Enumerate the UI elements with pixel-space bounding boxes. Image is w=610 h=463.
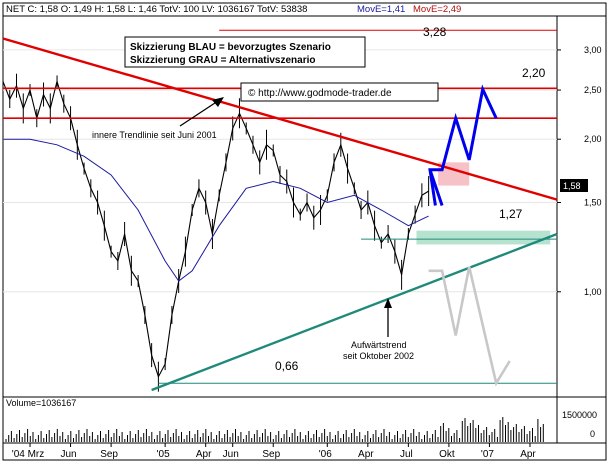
legend-box	[124, 36, 366, 68]
annotation-arrowhead-trendline	[212, 97, 224, 107]
moving-average-series	[3, 138, 429, 282]
level-label-328: 3,28	[423, 25, 447, 39]
volume-tick-zero: 0	[590, 429, 595, 439]
trend-line-teal	[151, 232, 558, 392]
copyright-text: © http://www.godmode-trader.de	[248, 88, 392, 99]
y-tick-label: 1,00	[584, 287, 602, 297]
trend-line-red	[2, 37, 558, 201]
volume-plot-area	[2, 396, 558, 444]
x-tick-label: Jun	[60, 449, 76, 460]
annotation-uptrend-line1: Aufwärtstrend	[351, 340, 407, 350]
volume-tick-max: 1500000	[562, 410, 597, 420]
y-tick-label: 2,00	[584, 134, 602, 144]
y-axis-ticks: 3,00 2,50 2,00 1,50 1,00	[557, 45, 602, 297]
x-tick-label: '06	[319, 449, 332, 460]
scenario-blau-arrow	[428, 169, 444, 206]
price-plot-area	[2, 15, 558, 398]
price-series	[2, 73, 430, 392]
y-tick-label: 3,00	[584, 45, 602, 55]
header-ohlc: NET C: 1,58 O: 1,49 H: 1,58 L: 1,46 TotV…	[6, 4, 307, 15]
level-label-127: 1,27	[499, 207, 523, 221]
legend-line-gray: Skizzierung GRAU = Alternativszenario	[130, 55, 316, 66]
scenario-layer	[428, 84, 511, 387]
zone-layer	[416, 162, 551, 245]
y-tick-label: 2,50	[584, 85, 602, 95]
x-tick-label: Apr	[196, 449, 212, 460]
x-tick-label: Apr	[520, 449, 536, 460]
y-tick-label: 1,50	[584, 198, 602, 208]
x-axis-ticks: '04 Mrz Jun Sep '05 Apr Jun Sep '06 Apr Jul Okt '07…	[12, 443, 536, 460]
x-tick-label: Sep	[262, 449, 280, 460]
x-tick-label: Sep	[100, 449, 118, 460]
level-label-066: 0,66	[275, 359, 299, 373]
x-axis-band	[2, 442, 607, 461]
annotation-inner-trendline: innere Trendlinie seit Juni 2001	[92, 130, 217, 140]
right-axis-panel	[556, 15, 607, 398]
annotation-arrowhead-uptrend	[384, 298, 392, 308]
last-price-text: 1,58	[563, 181, 581, 191]
volume-bars	[5, 417, 544, 442]
x-tick-label: '04 Mrz	[12, 449, 44, 460]
annotation-uptrend-line2: seit Oktober 2002	[343, 351, 414, 361]
copyright-box	[240, 82, 439, 102]
x-tick-label: '07	[481, 449, 494, 460]
x-tick-label: Jun	[223, 449, 239, 460]
moving-average-line	[3, 138, 429, 282]
scenario-grau	[428, 266, 511, 387]
header-ma1: MovE=1,41	[357, 4, 405, 15]
legend-line-blue: Skizzierung BLAU = bevorzugtes Szenario	[130, 42, 331, 53]
header-ma2: MovE=2,49	[413, 4, 461, 15]
x-tick-label: Jul	[400, 449, 413, 460]
annotation-arrow-trendline	[179, 98, 222, 127]
x-tick-label: Okt	[439, 449, 455, 460]
zone-lightgreen	[416, 230, 551, 245]
level-label-220: 2,20	[522, 66, 546, 80]
price-line	[2, 79, 429, 379]
last-price-badge	[560, 179, 588, 192]
volume-label: Volume=1036167	[6, 398, 76, 408]
x-tick-label: Apr	[358, 449, 374, 460]
x-tick-label: '05	[157, 449, 170, 460]
